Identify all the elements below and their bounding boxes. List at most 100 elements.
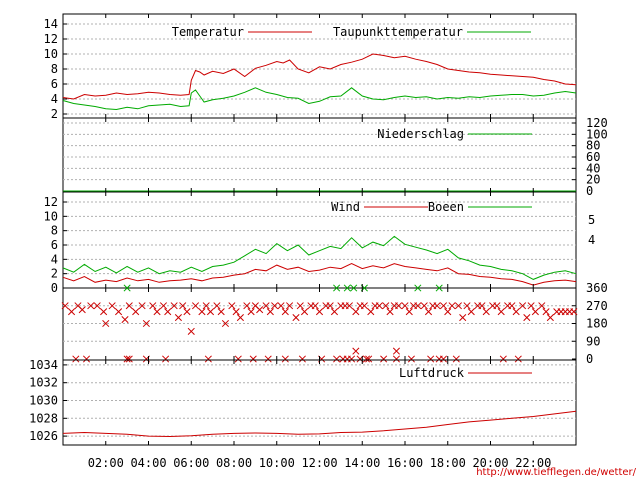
y-tick-label: 4 bbox=[51, 92, 58, 106]
direction-point bbox=[467, 308, 475, 316]
direction-cross-stroke bbox=[427, 355, 435, 363]
direction-point bbox=[454, 302, 462, 310]
direction-cross-stroke bbox=[247, 308, 255, 316]
x-tick-label: 12:00 bbox=[301, 456, 337, 470]
y-tick-label: 12 bbox=[44, 195, 58, 209]
direction-cross-stroke bbox=[243, 302, 251, 310]
direction-cross-stroke bbox=[414, 284, 422, 292]
direction-point bbox=[375, 302, 383, 310]
y-tick-label: 0 bbox=[586, 184, 593, 198]
direction-cross-stroke bbox=[179, 302, 187, 310]
direction-point bbox=[204, 355, 212, 363]
direction-point bbox=[72, 355, 80, 363]
direction-cross-stroke bbox=[407, 355, 415, 363]
direction-cross-stroke bbox=[380, 355, 388, 363]
direction-point bbox=[78, 306, 86, 314]
y-tick-label: 90 bbox=[586, 334, 600, 348]
direction-cross-stroke bbox=[300, 308, 309, 316]
direction-point bbox=[281, 308, 289, 316]
direction-point bbox=[508, 302, 516, 310]
direction-point bbox=[264, 355, 272, 363]
direction-cross-stroke bbox=[538, 302, 546, 310]
direction-cross-stroke bbox=[523, 314, 531, 322]
direction-point bbox=[493, 302, 501, 310]
direction-point bbox=[311, 302, 319, 310]
direction-cross-stroke bbox=[132, 308, 140, 316]
y-tick-label: 120 bbox=[586, 116, 608, 130]
direction-point bbox=[448, 302, 456, 310]
direction-cross-stroke bbox=[249, 355, 257, 363]
direction-cross-stroke bbox=[138, 302, 146, 310]
direction-cross-stroke bbox=[435, 284, 443, 292]
direction-cross-stroke bbox=[61, 302, 69, 310]
direction-point bbox=[424, 308, 433, 316]
direction-point bbox=[132, 308, 140, 316]
direction-cross-stroke bbox=[311, 302, 319, 310]
direction-cross-stroke bbox=[448, 302, 456, 310]
y-tick-label: 20 bbox=[586, 173, 600, 187]
y-tick-label: 2 bbox=[51, 267, 58, 281]
direction-cross-stroke bbox=[67, 308, 76, 316]
direction-cross-stroke bbox=[281, 308, 289, 316]
direction-point bbox=[380, 355, 388, 363]
direction-cross-stroke bbox=[352, 347, 360, 355]
direction-point bbox=[333, 284, 341, 292]
direction-point bbox=[420, 302, 428, 310]
y-tick-label: 8 bbox=[51, 62, 58, 76]
direction-cross-stroke bbox=[444, 308, 452, 316]
y-tick-label: 10 bbox=[44, 47, 58, 61]
direction-cross-stroke bbox=[221, 319, 230, 328]
direction-cross-stroke bbox=[527, 302, 535, 310]
legend-label: Boeen bbox=[428, 200, 464, 214]
panel-5: 1026 1028 1030 1032 1034 Luftdruck bbox=[29, 358, 577, 443]
y-tick-label: 40 bbox=[586, 161, 600, 175]
direction-cross-stroke bbox=[345, 302, 353, 310]
y-tick-label: 360 bbox=[586, 281, 608, 295]
direction-cross-stroke bbox=[386, 308, 394, 316]
direction-cross-stroke bbox=[256, 306, 264, 314]
direction-cross-stroke bbox=[102, 319, 110, 328]
direction-cross-stroke bbox=[352, 308, 360, 316]
direction-cross-stroke bbox=[459, 314, 467, 322]
y-tick-label: 10 bbox=[44, 209, 58, 223]
direction-point bbox=[82, 355, 91, 363]
direction-point bbox=[179, 302, 187, 310]
direction-point bbox=[330, 308, 339, 316]
direction-cross-stroke bbox=[333, 355, 341, 363]
direction-point bbox=[206, 308, 215, 316]
direction-point bbox=[300, 308, 309, 316]
direction-point bbox=[546, 314, 554, 322]
direction-point bbox=[93, 302, 101, 310]
direction-cross-stroke bbox=[204, 355, 212, 363]
series-line-taupunkttemperatur bbox=[62, 87, 577, 111]
direction-cross-stroke bbox=[281, 355, 289, 363]
right-scale-label: 5 bbox=[588, 213, 595, 227]
direction-cross-stroke bbox=[149, 302, 157, 310]
direction-point bbox=[159, 302, 168, 310]
y-tick-label: 12 bbox=[44, 32, 58, 46]
direction-cross-stroke bbox=[174, 314, 182, 322]
direction-cross-stroke bbox=[236, 314, 244, 322]
direction-point bbox=[439, 355, 448, 363]
legend-label: Wind bbox=[331, 200, 360, 214]
direction-point bbox=[433, 302, 441, 310]
credit-link[interactable]: http://www.tiefflegen.de/wetter/ bbox=[476, 467, 636, 478]
direction-point bbox=[67, 308, 76, 316]
direction-cross-stroke bbox=[292, 314, 300, 322]
direction-cross-stroke bbox=[392, 355, 401, 363]
y-tick-label: 14 bbox=[44, 17, 58, 31]
series-line-wind bbox=[62, 263, 577, 286]
x-tick-label: 06:00 bbox=[173, 456, 209, 470]
direction-cross-stroke bbox=[228, 302, 236, 310]
direction-point bbox=[247, 308, 255, 316]
direction-point bbox=[174, 314, 182, 322]
direction-cross-stroke bbox=[121, 316, 129, 324]
direction-point bbox=[527, 302, 535, 310]
direction-point bbox=[345, 302, 353, 310]
direction-cross-stroke bbox=[187, 327, 195, 335]
direction-cross-stroke bbox=[315, 308, 324, 316]
direction-point bbox=[138, 302, 146, 310]
